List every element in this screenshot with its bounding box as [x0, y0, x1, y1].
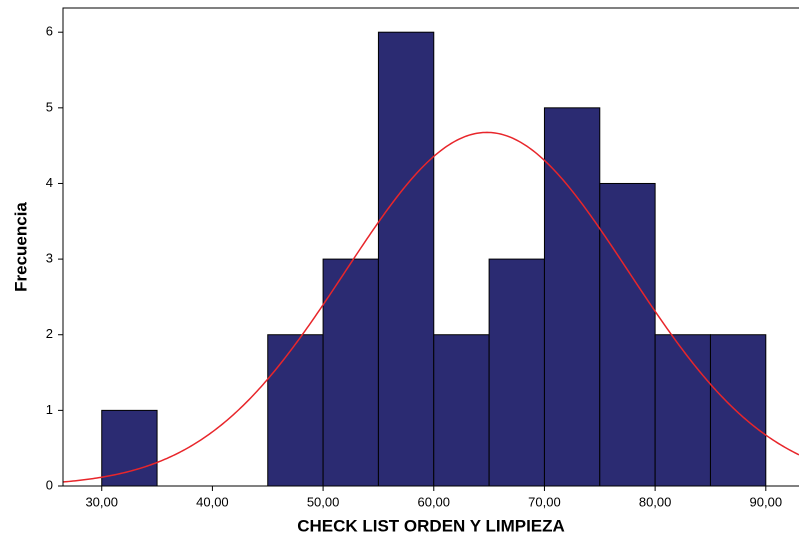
y-tick-label: 3 [46, 251, 53, 266]
bar [377, 31, 435, 487]
bar [488, 258, 545, 487]
x-tick-label: 30,00 [85, 494, 118, 509]
y-tick-label: 4 [46, 175, 53, 190]
bar [543, 107, 601, 487]
y-tick-label: 1 [46, 402, 53, 417]
y-tick-label: 2 [46, 326, 53, 341]
bar [709, 334, 767, 487]
y-tick-label: 6 [46, 24, 53, 39]
x-tick-label: 90,00 [750, 494, 783, 509]
y-tick-label: 0 [46, 477, 53, 492]
x-tick-label: 80,00 [639, 494, 672, 509]
x-tick-label: 60,00 [417, 494, 450, 509]
bar [267, 334, 324, 487]
x-tick-label: 50,00 [307, 494, 340, 509]
x-axis-title: CHECK LIST ORDEN Y LIMPIEZA [297, 516, 565, 535]
bar [599, 182, 656, 487]
plot-frame [62, 7, 799, 487]
x-tick-label: 40,00 [196, 494, 229, 509]
bar [101, 409, 158, 487]
x-tick-label: 70,00 [528, 494, 561, 509]
y-tick-label: 5 [46, 99, 53, 114]
y-axis-title: Frecuencia [11, 202, 30, 292]
bar [433, 334, 490, 487]
bar [322, 258, 379, 487]
bar [654, 334, 711, 487]
normal-curve [62, 131, 799, 483]
